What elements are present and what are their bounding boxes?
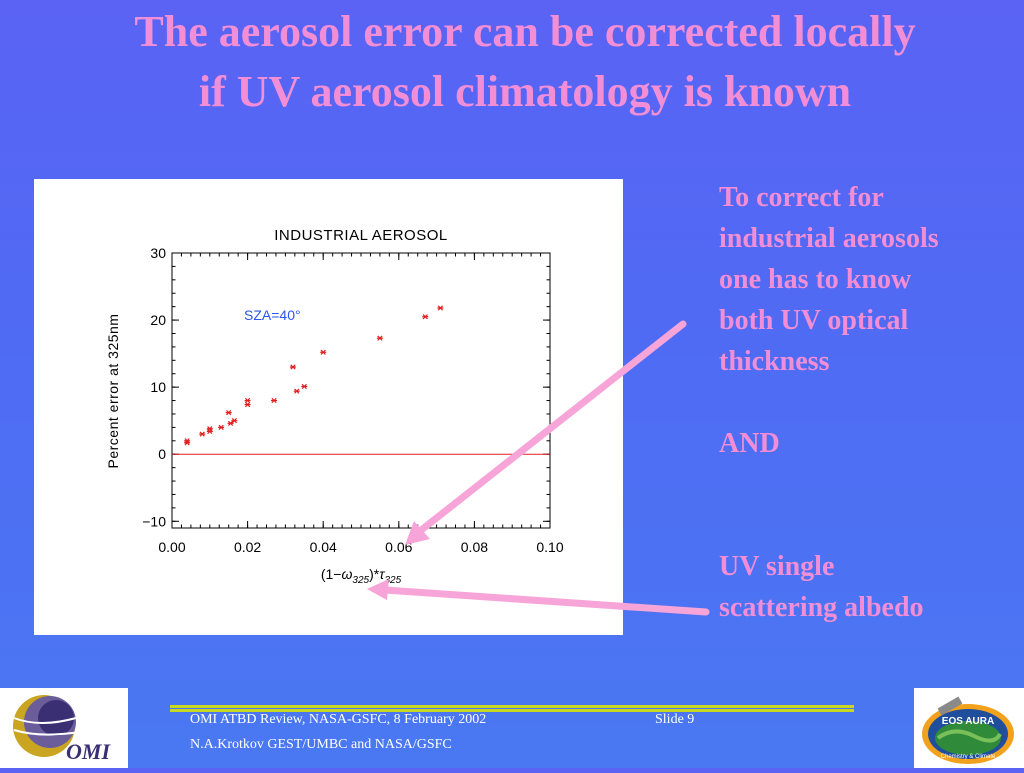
side-line-1: To correct for <box>719 182 884 213</box>
chart-panel: INDUSTRIAL AEROSOL Percent error at 325n… <box>34 179 623 635</box>
data-point <box>376 335 383 341</box>
sza-annotation: SZA=40° <box>244 307 301 323</box>
y-axis-label: Percent error at 325nm <box>105 314 121 469</box>
eos-aura-logo-subtext: Chemistry & Climate <box>941 754 996 760</box>
y-tick-label: −10 <box>142 513 166 529</box>
x-tick-label: 0.04 <box>310 539 337 555</box>
side-line-3: one has to know <box>719 264 912 295</box>
data-points <box>184 305 444 446</box>
omi-logo: OMI <box>0 688 128 768</box>
title-line-1: The aerosol error can be corrected local… <box>134 7 916 56</box>
data-point <box>225 410 232 416</box>
plot-frame <box>171 252 551 529</box>
x-tick-label: 0.02 <box>234 539 261 555</box>
scatter-chart: INDUSTRIAL AEROSOL Percent error at 325n… <box>105 227 564 586</box>
title-line-2: if UV aerosol climatology is known <box>198 67 852 116</box>
data-point <box>231 418 238 424</box>
y-tick-label: 0 <box>158 446 166 462</box>
eos-aura-logo-graphic: EOS AURA Chemistry & Climate <box>922 696 1014 764</box>
eos-aura-logo: EOS AURA Chemistry & Climate <box>914 688 1024 768</box>
data-point <box>437 305 444 311</box>
data-point <box>320 349 327 355</box>
data-point <box>244 401 251 408</box>
data-point <box>244 397 251 404</box>
omi-logo-text: OMI <box>66 739 111 764</box>
footer-slide-number: Slide 9 <box>655 712 695 727</box>
data-point <box>271 397 278 404</box>
data-point <box>206 426 213 432</box>
data-point <box>227 420 234 426</box>
y-tick-label: 30 <box>150 245 166 261</box>
side-text-para1: To correct for industrial aerosols one h… <box>719 177 939 382</box>
x-tick-label: 0.10 <box>536 539 563 555</box>
footer-line-1: OMI ATBD Review, NASA-GSFC, 8 February 2… <box>190 712 487 727</box>
y-tick-label: 10 <box>150 379 166 395</box>
eos-aura-logo-text: EOS AURA <box>942 716 994 727</box>
omi-logo-graphic: OMI <box>13 695 111 764</box>
side-line-7: scattering albedo <box>719 592 924 623</box>
side-text-para2: UV single scattering albedo <box>719 546 924 628</box>
data-point <box>301 383 308 390</box>
x-axis-label: (1−ω325)*τ325 <box>321 566 402 586</box>
side-line-2: industrial aerosols <box>719 223 939 254</box>
side-line-5: thickness <box>719 346 830 377</box>
data-point <box>293 388 300 394</box>
x-tick-label: 0.00 <box>158 539 185 555</box>
footer-rule-top <box>170 705 854 708</box>
footer-line-2: N.A.Krotkov GEST/UMBC and NASA/GSFC <box>190 737 452 752</box>
data-point <box>206 428 213 435</box>
data-point <box>218 424 225 431</box>
axis-ticks: 0.00 0.02 0.04 0.06 0.08 0.10 −10 0 10 20 30 <box>142 245 564 555</box>
slide-title: The aerosol error can be corrected local… <box>30 2 1020 122</box>
side-text-and: AND <box>719 428 780 459</box>
x-tick-label: 0.08 <box>461 539 488 555</box>
side-line-6: UV single <box>719 551 835 582</box>
y-tick-label: 20 <box>150 312 166 328</box>
data-point <box>199 431 206 437</box>
data-point <box>184 438 191 444</box>
data-point <box>289 364 296 370</box>
x-tick-label: 0.06 <box>385 539 412 555</box>
chart-title: INDUSTRIAL AEROSOL <box>274 227 448 244</box>
data-point <box>422 314 429 320</box>
footer-rule-bottom <box>170 709 854 712</box>
side-line-4: both UV optical <box>719 305 909 336</box>
